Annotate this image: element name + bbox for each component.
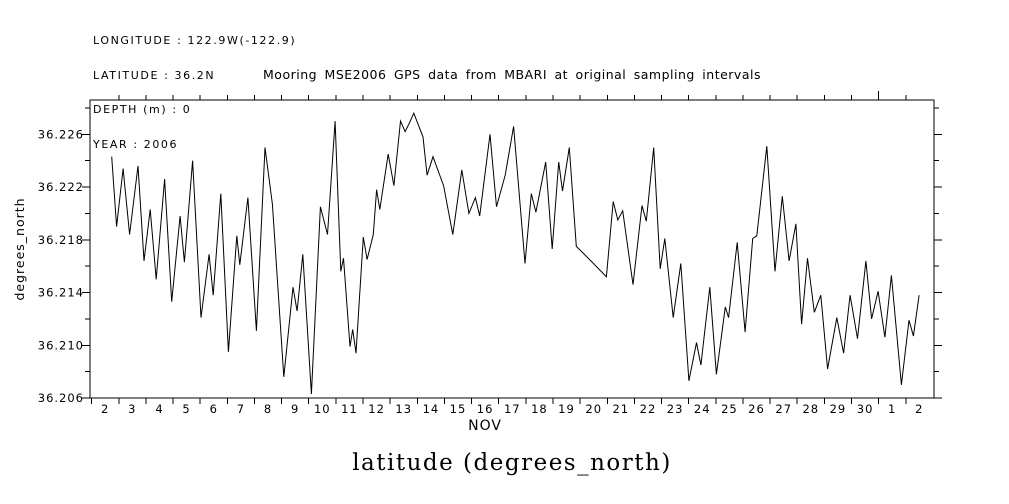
x-tick-label: 4	[155, 402, 163, 416]
x-tick-label: 7	[237, 402, 245, 416]
x-tick-label: 15	[450, 402, 467, 416]
meta-depth: DEPTH (m) : 0	[93, 103, 192, 116]
x-tick-label: 2	[101, 402, 109, 416]
x-tick-label: 11	[341, 402, 358, 416]
x-tick-label: 8	[264, 402, 272, 416]
x-tick-label: 3	[128, 402, 136, 416]
x-tick-label: 2	[915, 402, 923, 416]
x-tick-label: 9	[291, 402, 299, 416]
x-tick-label: 12	[368, 402, 385, 416]
x-tick-label: 1	[888, 402, 896, 416]
x-tick-label: 21	[612, 402, 629, 416]
x-tick-label: 22	[640, 402, 657, 416]
x-tick-label: 14	[423, 402, 440, 416]
x-tick-label: 29	[830, 402, 847, 416]
y-tick-label: 36.226	[38, 127, 84, 141]
x-tick-label: 17	[504, 402, 521, 416]
y-tick-label: 36.218	[38, 233, 84, 247]
month-label: NOV	[468, 418, 502, 434]
meta-latitude: LATITUDE : 36.2N	[93, 68, 216, 82]
variable-caption: latitude (degrees_north)	[352, 450, 672, 476]
x-tick-label: 10	[314, 402, 331, 416]
meta-longitude: LONGITUDE : 122.9W(-122.9)	[93, 34, 297, 47]
meta-year: YEAR : 2006	[93, 137, 179, 151]
dataset-metadata: LONGITUDE : 122.9W(-122.9) LATITUDE : 36…	[93, 12, 296, 162]
x-tick-label: 25	[721, 402, 738, 416]
plot-title: Mooring MSE2006 GPS data from MBARI at o…	[263, 67, 761, 82]
x-tick-label: 24	[694, 402, 711, 416]
x-tick-label: 23	[667, 402, 684, 416]
y-tick-label: 36.214	[38, 286, 84, 300]
y-tick-label: 36.210	[38, 338, 84, 352]
plot-border	[89, 99, 935, 399]
x-tick-label: 18	[531, 402, 548, 416]
axis-ticks	[82, 91, 942, 404]
x-tick-label: 16	[477, 402, 494, 416]
y-tick-label: 36.206	[38, 391, 84, 405]
x-tick-label: 20	[585, 402, 602, 416]
x-tick-label: 19	[558, 402, 575, 416]
y-tick-label: 36.222	[38, 180, 84, 194]
latitude-line	[111, 111, 920, 395]
x-tick-label: 6	[210, 402, 218, 416]
x-tick-label: 27	[775, 402, 792, 416]
x-tick-label: 28	[802, 402, 819, 416]
y-axis-title: degrees_north	[12, 197, 27, 300]
x-tick-label: 5	[182, 402, 190, 416]
x-tick-label: 26	[748, 402, 765, 416]
x-tick-label: 13	[395, 402, 412, 416]
x-tick-label: 30	[857, 402, 874, 416]
